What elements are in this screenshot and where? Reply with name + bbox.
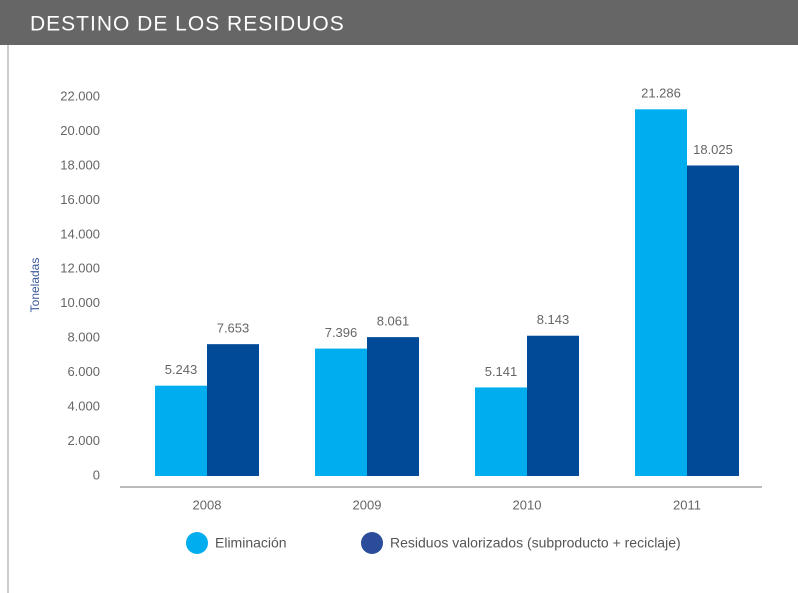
value-label: 5.141: [485, 364, 518, 379]
x-tick-label: 2011: [673, 497, 701, 512]
y-tick-label: 2.000: [67, 433, 100, 448]
value-label: 8.061: [377, 314, 410, 329]
y-tick-label: 16.000: [60, 192, 100, 207]
bar: [527, 335, 579, 476]
y-axis-title: Toneladas: [28, 258, 42, 313]
legend-swatch: [186, 532, 208, 554]
y-tick-label: 8.000: [67, 330, 100, 345]
value-label: 18.025: [693, 142, 733, 157]
bar: [687, 165, 739, 477]
x-tick-label: 2008: [193, 497, 222, 512]
bar: [635, 109, 687, 477]
y-tick-label: 18.000: [60, 157, 100, 172]
header-bar: [0, 0, 798, 45]
bar: [315, 348, 367, 476]
y-tick-label: 4.000: [67, 399, 100, 414]
bar: [207, 344, 259, 476]
legend-swatch: [361, 532, 383, 554]
value-label: 5.243: [165, 362, 198, 377]
y-tick-label: 14.000: [60, 226, 100, 241]
x-tick-label: 2009: [353, 497, 382, 512]
y-tick-label: 6.000: [67, 364, 100, 379]
x-tick-label: 2010: [513, 497, 542, 512]
legend-label: Eliminación: [215, 535, 287, 551]
bar: [155, 385, 207, 476]
y-tick-label: 22.000: [60, 88, 100, 103]
y-tick-label: 20.000: [60, 123, 100, 138]
chart-title: DESTINO DE LOS RESIDUOS: [30, 13, 345, 36]
value-label: 8.143: [537, 312, 570, 327]
bar: [367, 337, 419, 476]
value-label: 21.286: [641, 86, 681, 101]
bar: [475, 387, 527, 476]
legend-label: Residuos valorizados (subproducto + reci…: [390, 535, 681, 551]
y-tick-label: 10.000: [60, 295, 100, 310]
value-label: 7.653: [217, 321, 250, 336]
y-tick-label: 0: [93, 467, 100, 482]
value-label: 7.396: [325, 325, 358, 340]
y-tick-label: 12.000: [60, 261, 100, 276]
